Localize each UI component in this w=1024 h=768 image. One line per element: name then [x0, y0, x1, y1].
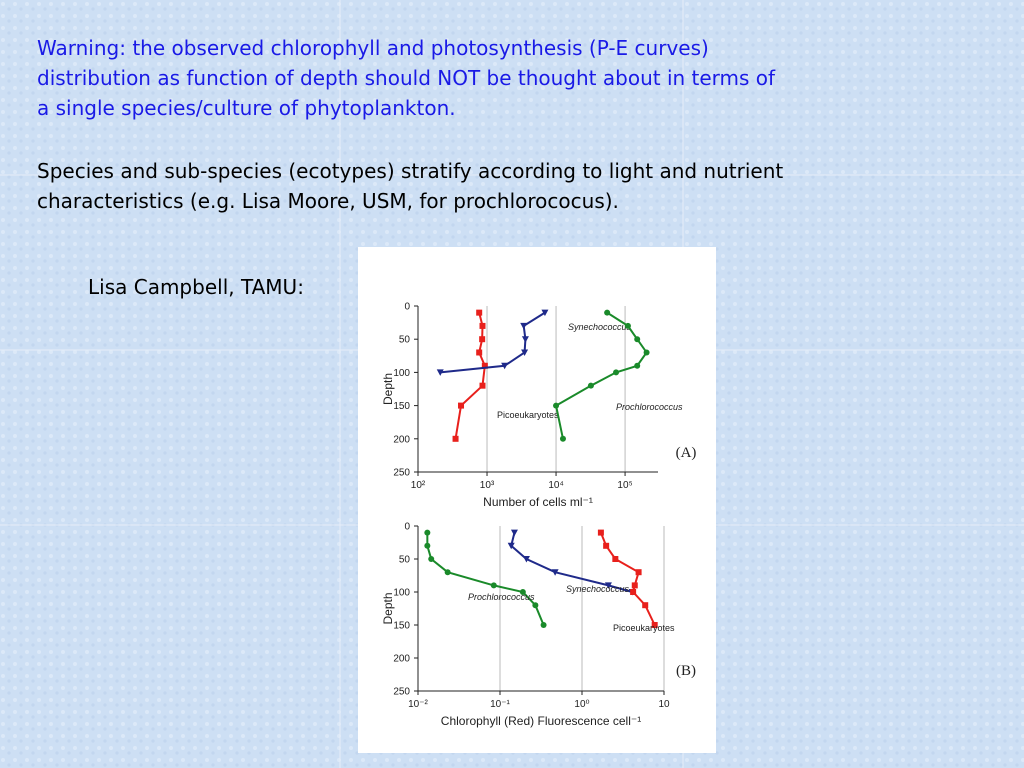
- series-label: Picoeukaryotes: [613, 623, 675, 633]
- x-tick-label: 10²: [411, 480, 426, 491]
- point: [510, 529, 518, 537]
- y-axis-label: Depth: [381, 373, 395, 405]
- y-tick-label: 0: [404, 522, 410, 533]
- series-label: Prochlorococcus: [468, 592, 535, 602]
- point: [479, 322, 486, 329]
- point: [597, 529, 604, 536]
- point: [587, 382, 594, 389]
- point: [631, 582, 638, 589]
- point: [630, 589, 637, 595]
- y-tick-label: 200: [393, 654, 410, 665]
- warning-line: a single species/culture of phytoplankto…: [37, 96, 456, 120]
- point: [428, 556, 435, 562]
- species-line: Species and sub-species (ecotypes) strat…: [37, 159, 783, 183]
- x-tick-label: 10⁻¹: [490, 699, 510, 710]
- x-tick-label: 10⁵: [617, 480, 632, 491]
- y-tick-label: 200: [393, 434, 410, 445]
- point: [643, 349, 650, 356]
- series-label: Synechococcus: [568, 322, 632, 332]
- y-tick-label: 250: [393, 687, 410, 698]
- point: [520, 322, 528, 330]
- warning-line: distribution as function of depth should…: [37, 66, 776, 90]
- point: [501, 362, 509, 370]
- x-tick-label: 10³: [480, 480, 495, 491]
- point: [458, 402, 465, 409]
- y-axis-label: Depth: [381, 592, 395, 624]
- x-axis-label: Chlorophyll (Red) Fluorescence cell⁻¹: [441, 714, 641, 728]
- warning-line: Warning: the observed chlorophyll and ph…: [37, 36, 709, 60]
- y-tick-label: 150: [393, 621, 410, 632]
- chart: 10⁻² 10⁻¹ 10⁰ 10050100150200250Chlorophyll …: [381, 522, 696, 729]
- point: [604, 582, 612, 589]
- y-tick-label: 100: [393, 368, 410, 379]
- y-tick-label: 0: [404, 302, 410, 313]
- x-tick-label: 10⁴: [548, 480, 563, 491]
- x-axis-label: Number of cells ml⁻¹: [483, 495, 593, 509]
- y-tick-label: 100: [393, 588, 410, 599]
- y-tick-label: 250: [393, 468, 410, 479]
- point: [553, 402, 560, 409]
- y-tick-label: 150: [393, 401, 410, 412]
- point: [613, 369, 620, 376]
- point: [424, 542, 431, 549]
- point: [479, 382, 486, 389]
- credit: Lisa Campbell, TAMU:: [88, 275, 304, 299]
- x-tick-label: 10⁰: [574, 699, 589, 710]
- point: [436, 369, 444, 376]
- panel-label: (A): [676, 445, 697, 461]
- warning-text: Warning: the observed chlorophyll and ph…: [37, 36, 776, 120]
- chart: 10² 10³ 10⁴ 10⁵ 0 50 100 150 200 250 Number of cel…: [381, 302, 696, 510]
- series-line: [440, 311, 546, 374]
- point: [521, 336, 529, 343]
- point: [651, 622, 658, 628]
- point: [551, 569, 559, 576]
- panel-label: (B): [676, 663, 696, 679]
- point: [642, 602, 649, 609]
- point: [476, 349, 483, 356]
- point: [635, 569, 642, 576]
- point: [476, 309, 483, 316]
- point: [521, 349, 529, 356]
- species-line: characteristics (e.g. Lisa Moore, USM, f…: [37, 189, 619, 213]
- point: [634, 362, 641, 369]
- point: [559, 435, 566, 442]
- point: [452, 435, 459, 442]
- point: [522, 556, 530, 563]
- point: [507, 542, 515, 550]
- series-label: Prochlorococcus: [616, 402, 683, 412]
- point: [532, 602, 539, 609]
- point: [612, 556, 619, 562]
- x-tick-label: 10: [658, 699, 670, 710]
- point: [424, 529, 431, 536]
- point: [603, 542, 610, 549]
- point: [624, 322, 631, 329]
- point: [481, 362, 488, 369]
- point: [479, 336, 486, 343]
- point: [604, 309, 611, 316]
- y-tick-label: 50: [399, 555, 411, 566]
- y-tick-label: 50: [399, 335, 411, 346]
- species-text: Species and sub-species (ecotypes) strat…: [37, 159, 783, 213]
- point: [519, 589, 526, 595]
- point: [444, 569, 451, 576]
- x-tick-label: 10⁻²: [408, 699, 428, 710]
- point: [490, 582, 497, 589]
- point: [634, 336, 641, 343]
- point: [541, 309, 549, 317]
- point: [540, 622, 547, 628]
- series-label: Picoeukaryotes: [497, 410, 559, 420]
- series-label: Synechococcus: [566, 584, 630, 594]
